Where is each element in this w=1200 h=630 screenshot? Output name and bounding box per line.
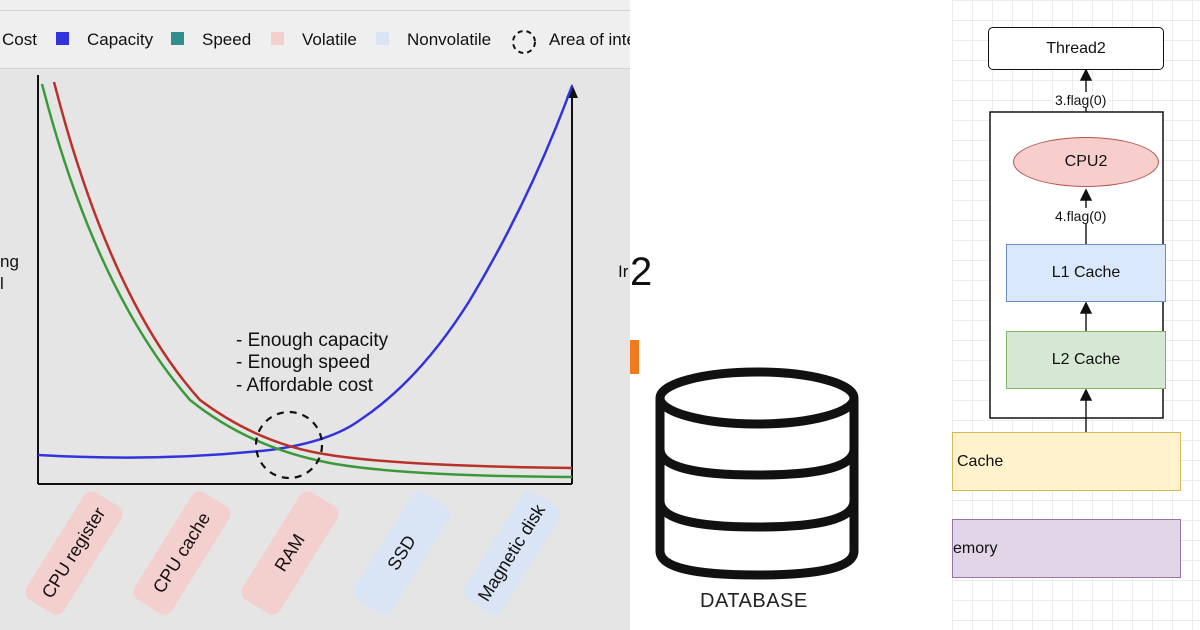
annotation-cost: - Affordable cost	[236, 375, 373, 397]
l2-cache-box: L2 Cache	[1006, 331, 1166, 389]
database-panel: 2 DATABASE	[630, 0, 952, 630]
database-icon	[650, 365, 865, 580]
fragment-number: 2	[630, 250, 652, 295]
thread2-box: Thread2	[988, 27, 1164, 70]
flag-label-3: 3.flag(0)	[1053, 92, 1108, 108]
l3-cache-box: Cache	[952, 432, 1181, 491]
memory-hierarchy-chart: Cost Capacity Speed Volatile Nonvolatile…	[0, 0, 630, 630]
annotation-capacity: - Enough capacity	[236, 330, 388, 352]
cpu2-node: CPU2	[1013, 137, 1159, 187]
database-label: DATABASE	[700, 590, 808, 613]
cost-curve	[54, 82, 572, 468]
cache-flow-diagram: Thread2 3.flag(0) CPU2 4.flag(0) L1 Cach…	[952, 0, 1200, 630]
annotation-speed: - Enough speed	[236, 352, 370, 374]
orange-accent-bar	[630, 340, 639, 374]
main-memory-box: emory	[952, 519, 1181, 578]
l1-cache-box: L1 Cache	[1006, 244, 1166, 302]
flag-label-4: 4.flag(0)	[1053, 208, 1108, 224]
